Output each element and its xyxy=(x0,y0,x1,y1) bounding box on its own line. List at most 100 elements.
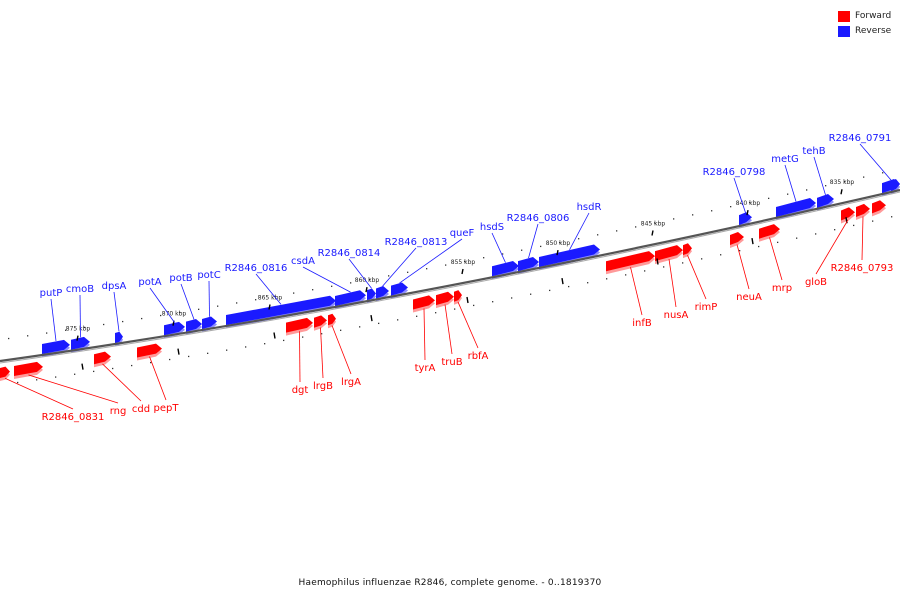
gene-label: truB xyxy=(441,357,462,368)
genome-backbone-shade xyxy=(0,191,900,364)
tick-label: 850 kbp xyxy=(546,240,571,247)
gene-infB[interactable] xyxy=(606,251,655,275)
dot-mark xyxy=(597,234,599,236)
dot-mark xyxy=(112,367,114,370)
tick-label: 875 kbp xyxy=(66,326,91,333)
dot-mark xyxy=(236,302,238,304)
callout-line xyxy=(861,216,864,261)
genome-backbone xyxy=(0,188,900,363)
callout-line xyxy=(769,237,783,281)
callout-line xyxy=(813,156,826,196)
dot-mark xyxy=(606,278,608,280)
gene-label: cmoB xyxy=(66,284,94,295)
gene-arrow xyxy=(454,290,462,302)
gene-pepT[interactable] xyxy=(137,343,162,361)
gene-lrgA[interactable] xyxy=(328,313,336,329)
gene-mrp[interactable] xyxy=(759,224,780,242)
gene-label: mrp xyxy=(772,283,792,294)
gene-tyrA[interactable] xyxy=(413,295,435,313)
dot-mark xyxy=(340,329,342,331)
legend-reverse: Reverse xyxy=(838,25,891,37)
dot-mark xyxy=(84,326,86,329)
gene-gloB[interactable] xyxy=(841,207,855,224)
dot-mark xyxy=(8,337,10,340)
gene-arrow xyxy=(391,282,408,296)
gene-label: dgt xyxy=(292,385,309,396)
dot-mark xyxy=(739,250,741,252)
dot-mark xyxy=(834,229,836,231)
gene-arrow xyxy=(683,243,692,256)
gene-label: R2846_0798 xyxy=(703,167,766,178)
tick-mark xyxy=(751,237,754,245)
dot-mark xyxy=(673,218,675,220)
dot-mark xyxy=(226,349,228,351)
dot-mark xyxy=(863,176,865,178)
dot-mark xyxy=(815,233,817,235)
gene-arrow xyxy=(413,295,435,310)
gene-label: neuA xyxy=(736,292,762,303)
dot-mark xyxy=(502,253,504,255)
gene-label: pepT xyxy=(154,403,180,414)
dot-mark xyxy=(150,361,152,364)
callout-line xyxy=(399,238,463,284)
callout-line xyxy=(255,273,282,305)
gene-lrgB[interactable] xyxy=(314,315,327,331)
callout-line xyxy=(784,164,797,202)
callout-line xyxy=(348,258,372,289)
dot-mark xyxy=(749,201,751,204)
dot-mark xyxy=(388,275,390,277)
gene-cdd[interactable] xyxy=(94,351,111,368)
dot-mark xyxy=(103,323,105,326)
tick-mark xyxy=(840,189,843,195)
callout-line xyxy=(208,280,210,317)
callout-line xyxy=(528,223,539,259)
gene-extra-2[interactable] xyxy=(872,200,886,217)
tick-mark xyxy=(746,209,749,216)
dot-mark xyxy=(768,197,770,200)
callout-line xyxy=(79,294,81,338)
gene-label: queF xyxy=(450,228,475,239)
dot-mark xyxy=(853,224,855,227)
tick-mark xyxy=(561,278,564,285)
dot-mark xyxy=(245,346,247,348)
dot-mark xyxy=(321,333,323,335)
dot-mark xyxy=(587,282,589,284)
dot-mark xyxy=(264,343,266,345)
dot-mark xyxy=(464,260,466,263)
dot-mark xyxy=(701,258,703,260)
tick-mark xyxy=(370,314,373,322)
gene-R2846_0793[interactable] xyxy=(856,203,870,221)
gene-label: R2846_0806 xyxy=(507,213,570,224)
dot-mark xyxy=(397,319,399,321)
gene-neuA[interactable] xyxy=(730,231,744,249)
gene-arrow xyxy=(328,313,336,326)
gene-label: rimP xyxy=(695,302,718,313)
dot-mark xyxy=(521,249,523,251)
callout-line xyxy=(491,232,506,263)
dot-mark xyxy=(654,222,656,224)
gene-arrow xyxy=(492,260,519,277)
dot-mark xyxy=(454,308,456,310)
gene-label: R2846_0831 xyxy=(42,412,105,423)
gene-arrow xyxy=(164,321,185,336)
gene-rng[interactable] xyxy=(14,361,43,380)
gene-label: R2846_0816 xyxy=(225,263,288,274)
gene-arrow xyxy=(314,315,327,328)
gene-truB[interactable] xyxy=(436,291,454,309)
dot-mark xyxy=(312,289,314,291)
callout-line xyxy=(569,212,590,250)
gene-dgt[interactable] xyxy=(286,317,313,336)
gene-rimP[interactable] xyxy=(683,243,692,259)
dot-mark xyxy=(27,335,29,337)
gene-nusA[interactable] xyxy=(655,245,683,265)
gene-label: lrgA xyxy=(341,377,361,388)
dot-mark xyxy=(483,257,485,259)
forward-label: Forward xyxy=(855,11,892,21)
gene-arrow xyxy=(655,245,683,262)
gene-label: R2846_0793 xyxy=(831,263,894,274)
gene-R2846_0831[interactable] xyxy=(0,366,10,381)
tick-mark xyxy=(461,268,464,275)
gene-rbfA[interactable] xyxy=(454,290,462,305)
dot-mark xyxy=(787,193,789,195)
dot-mark xyxy=(559,241,561,244)
